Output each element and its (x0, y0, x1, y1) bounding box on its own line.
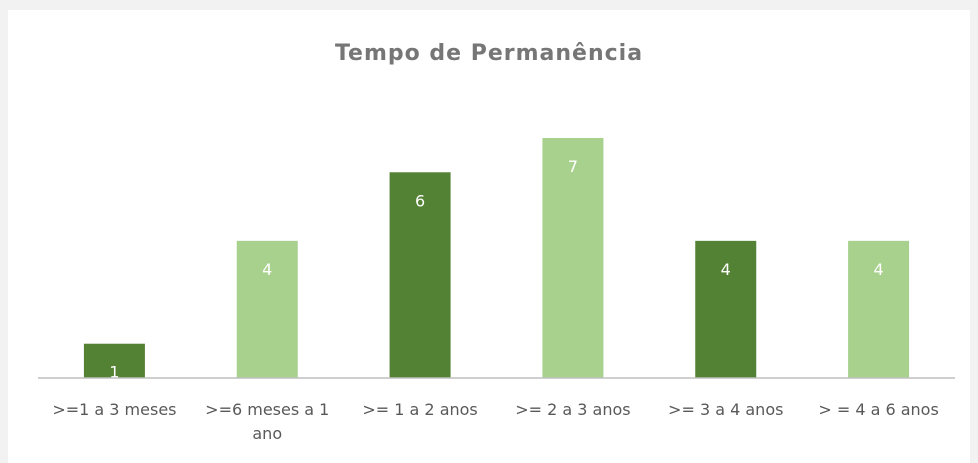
bar (236, 240, 298, 378)
value-label: 7 (568, 157, 578, 176)
bar (83, 343, 145, 378)
x-tick-label: >=1 a 3 meses (52, 400, 177, 419)
value-label: 4 (721, 260, 731, 279)
chart-title: Tempo de Permanência (335, 41, 643, 66)
x-tick-label: > = 4 a 6 anos (818, 400, 939, 419)
value-label: 4 (873, 260, 883, 279)
bar (542, 138, 604, 378)
bar (695, 240, 757, 378)
value-label: 1 (109, 363, 119, 382)
bar (389, 172, 451, 378)
chart-area (8, 10, 970, 463)
x-tick-label: >= 1 a 2 anos (362, 400, 478, 419)
value-label: 4 (262, 260, 272, 279)
x-tick-label: >=6 meses a 1 ano (205, 400, 330, 443)
bar (848, 240, 910, 378)
x-tick-label: >= 2 a 3 anos (515, 400, 631, 419)
value-label: 6 (415, 191, 425, 210)
x-tick-label: >= 3 a 4 anos (668, 400, 784, 419)
